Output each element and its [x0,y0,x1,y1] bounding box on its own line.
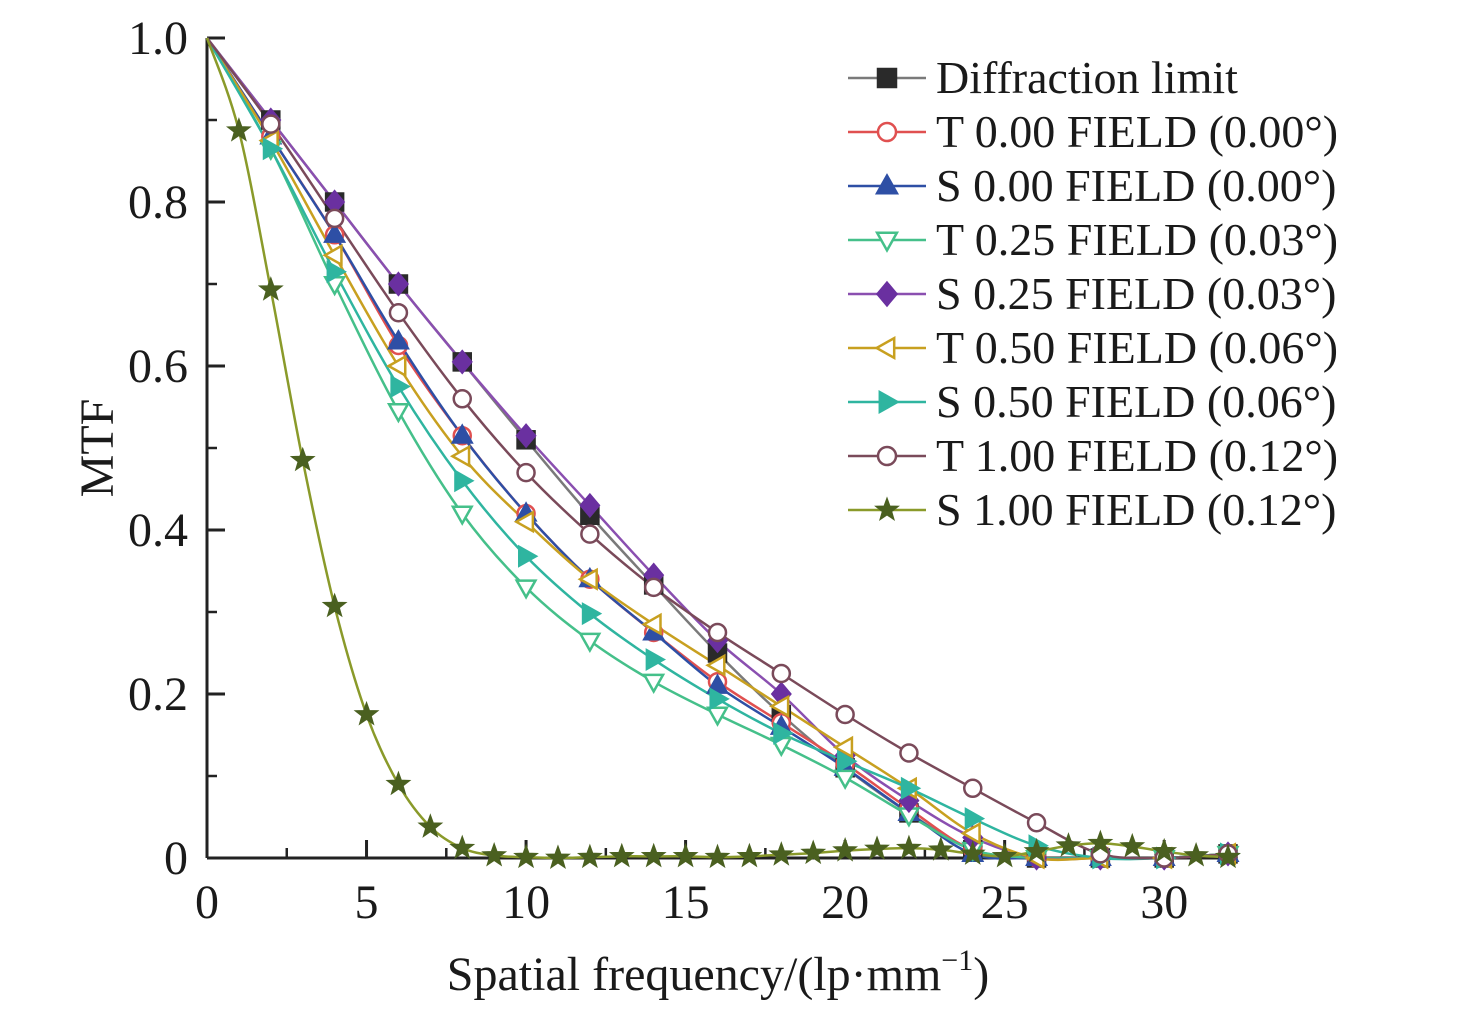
series-point [647,650,664,669]
series-point [581,526,598,543]
y-tick-label: 0.4 [128,504,188,557]
y-tick-label: 0.2 [128,668,188,721]
legend-label: S 0.25 FIELD (0.03°) [936,268,1336,319]
legend-entry: T 1.00 FIELD (0.12°) [848,430,1338,481]
series-point [293,450,312,468]
series-point [325,596,344,614]
x-axis-title-superscript: −1 [941,944,973,977]
x-axis-title-main: Spatial frequency/(lp·mm [447,948,942,1001]
series-point [261,280,280,298]
legend-entry: S 1.00 FIELD (0.12°) [848,484,1336,535]
series-point [581,634,600,651]
legend-marker [878,283,897,306]
x-tick-label: 25 [981,876,1029,929]
x-tick-label: 20 [821,876,869,929]
legend-entry: T 0.00 FIELD (0.00°) [848,106,1338,157]
series-point [772,845,791,863]
series-point [455,471,472,490]
series-point [518,464,535,481]
x-axis-title-close: ) [973,948,989,1001]
x-tick-label: 5 [355,876,379,929]
legend-label: T 0.00 FIELD (0.00°) [936,106,1338,157]
series-point [773,665,790,682]
legend-marker [878,447,896,465]
series-point [357,705,376,723]
series-point [452,447,469,466]
series-point [326,210,343,227]
series-point [645,579,662,596]
legend-entry: S 0.50 FIELD (0.06°) [848,376,1336,427]
series-point [900,745,917,762]
series-point [389,774,408,792]
x-tick-label: 10 [502,876,550,929]
series-point [549,848,568,866]
legend-entry: S 0.00 FIELD (0.00°) [848,160,1336,211]
y-tick-label: 1.0 [128,12,188,65]
legend-label: Diffraction limit [936,52,1238,103]
legend-marker [877,233,897,251]
series-point [485,846,504,864]
series-point [868,839,887,857]
y-axis-title: MTF [71,399,124,498]
series-point [612,846,631,864]
legend-marker [877,338,895,358]
series-point [392,377,409,396]
series-point [836,771,855,788]
x-tick-label: 15 [662,876,710,929]
series-point [740,846,759,864]
legend-label: T 0.50 FIELD (0.06°) [936,322,1338,373]
series-point [1028,814,1045,831]
x-tick-label: 30 [1140,876,1188,929]
legend-label: S 0.50 FIELD (0.06°) [936,376,1336,427]
series-point [644,675,663,692]
legend-label: S 1.00 FIELD (0.12°) [936,484,1336,535]
y-tick-label: 0.8 [128,176,188,229]
legend-marker [878,500,897,518]
series-point [900,838,919,856]
legend-entry: Diffraction limit [848,52,1238,103]
series-point [229,121,248,139]
legend-entry: T 0.50 FIELD (0.06°) [848,322,1338,373]
legend-label: S 0.00 FIELD (0.00°) [936,160,1336,211]
series-point [676,846,695,864]
legend-label: T 1.00 FIELD (0.12°) [936,430,1338,481]
series-point [995,846,1014,864]
series-point [390,304,407,321]
series-point [389,404,408,421]
y-tick-label: 0 [164,832,188,885]
series-point [836,841,855,859]
legend-marker [880,392,898,412]
series-point [931,840,950,858]
legend-entry: S 0.25 FIELD (0.03°) [848,268,1336,319]
y-tick-label: 0.6 [128,340,188,393]
series-point [262,116,279,133]
series-point [709,624,726,641]
legend-label: T 0.25 FIELD (0.03°) [936,214,1338,265]
series-point [1123,837,1142,855]
legend-marker [877,176,897,194]
series-point [708,708,727,725]
legend-marker [878,123,896,141]
series-point [644,846,663,864]
series-point [517,847,536,865]
x-axis-title: Spatial frequency/(lp·mm−1) [447,944,989,1001]
series-point [1187,846,1206,864]
legend-marker [878,69,896,87]
x-tick-label: 0 [195,876,219,929]
series-point [837,706,854,723]
series-point [708,847,727,865]
mtf-chart: 0 5 10 15 20 25 30 0 0.2 0.4 0.6 0.8 1.0 MTF Spatial… [0,0,1476,1016]
series-point [964,780,981,797]
series-point [453,838,472,856]
legend-entry: T 0.25 FIELD (0.03°) [848,214,1338,265]
series-point [454,390,471,407]
series-point [580,847,599,865]
